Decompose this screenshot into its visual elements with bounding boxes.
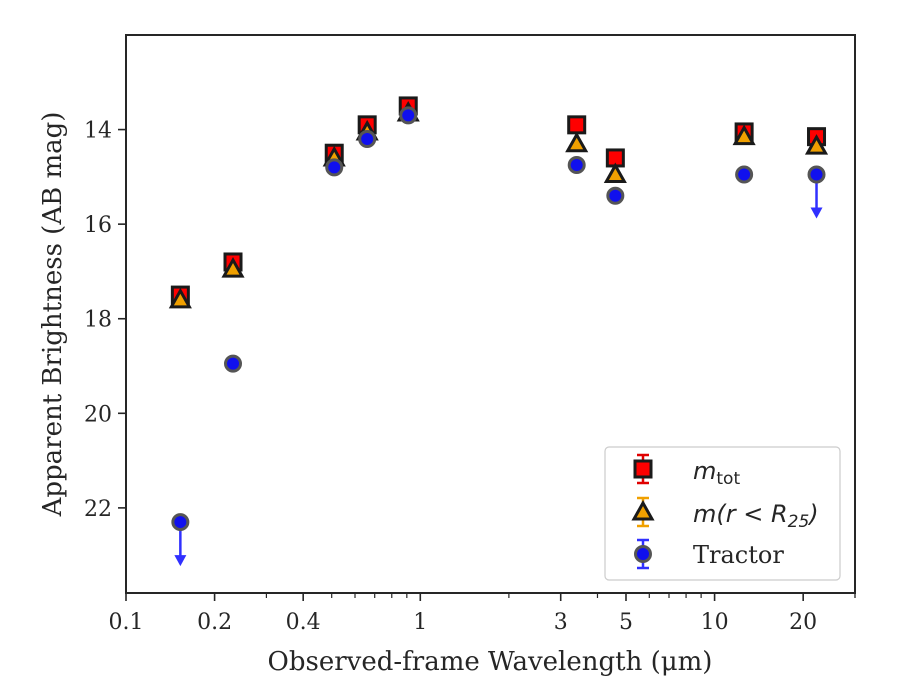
- x-tick-label: 3: [554, 610, 568, 635]
- x-axis-label: Observed-frame Wavelength (μm): [268, 647, 713, 677]
- y-tick-label: 14: [84, 119, 112, 144]
- data-point: [603, 162, 627, 183]
- legend-frame: [604, 446, 841, 581]
- upper-limit-arrowhead: [810, 207, 823, 219]
- y-tick-label: 16: [84, 213, 112, 238]
- x-tick-label: 5: [619, 610, 633, 635]
- data-point: [221, 257, 245, 278]
- legend-label-tractor: Tractor: [693, 541, 784, 569]
- data-point: [807, 165, 826, 184]
- data-point: [732, 124, 756, 146]
- data-point: [567, 156, 586, 175]
- data-point: [735, 165, 754, 184]
- legend-label-mtot: mtot: [693, 457, 740, 489]
- legend-label-mr25: m(r < R25): [693, 500, 819, 532]
- x-tick-label: 20: [789, 610, 817, 635]
- data-point: [567, 115, 587, 135]
- legend-marker: [631, 499, 655, 521]
- x-tick-label: 10: [701, 610, 729, 635]
- x-tick-label: 0.1: [109, 610, 144, 635]
- series-3: [171, 106, 826, 567]
- x-tick-label: 0.4: [286, 610, 321, 635]
- legend-marker: [633, 459, 653, 479]
- x-tick-label: 0.2: [197, 610, 232, 635]
- data-point: [399, 106, 418, 125]
- y-axis: 14 16 18 20 22: [84, 119, 126, 522]
- upper-limit-arrowhead: [174, 555, 187, 567]
- data-point: [804, 134, 829, 155]
- data-point: [565, 131, 589, 153]
- legend-marker: [634, 545, 652, 563]
- y-tick-label: 20: [84, 402, 112, 427]
- y-tick-label: 22: [84, 497, 112, 522]
- y-tick-label: 18: [84, 308, 112, 333]
- data-point: [171, 513, 190, 532]
- plot-frame: [125, 34, 856, 594]
- data-point: [224, 354, 243, 373]
- legend: mtot m(r < R25) Tractor: [604, 446, 841, 581]
- x-axis: 0.1 0.2 0.4 1 3 5 10 20: [109, 593, 856, 635]
- data-point: [168, 287, 192, 309]
- data-point: [358, 130, 377, 149]
- x-tick-label: 1: [413, 610, 427, 635]
- data-point: [606, 186, 625, 205]
- data-point: [325, 158, 344, 177]
- data-marks: [168, 96, 829, 567]
- y-axis-label: Apparent Brightness (AB mag): [38, 112, 68, 518]
